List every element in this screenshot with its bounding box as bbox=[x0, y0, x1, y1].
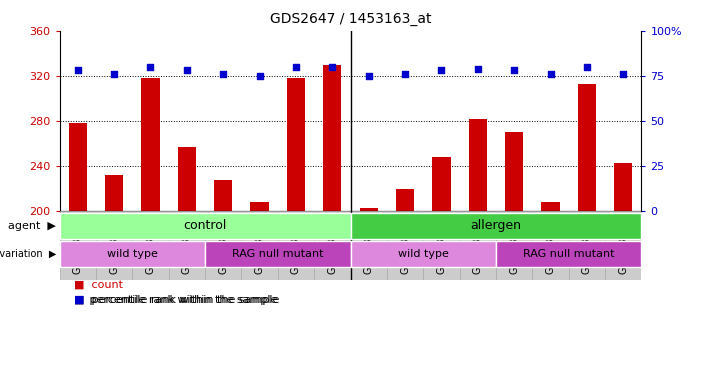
Bar bbox=[178, 147, 196, 211]
Text: GDS2647 / 1453163_at: GDS2647 / 1453163_at bbox=[270, 12, 431, 25]
Bar bbox=[169, 211, 205, 280]
Bar bbox=[142, 78, 160, 211]
Text: GSM158146: GSM158146 bbox=[437, 215, 447, 274]
Text: genotype/variation  ▶: genotype/variation ▶ bbox=[0, 249, 56, 260]
Bar bbox=[532, 211, 569, 280]
Point bbox=[545, 71, 556, 77]
Bar bbox=[205, 211, 241, 280]
Text: agent  ▶: agent ▶ bbox=[8, 220, 56, 231]
Point bbox=[363, 73, 374, 79]
Bar bbox=[278, 211, 314, 280]
Point bbox=[581, 64, 592, 70]
Point bbox=[145, 64, 156, 70]
Bar bbox=[350, 211, 387, 280]
Bar bbox=[350, 242, 496, 267]
Text: GSM158145: GSM158145 bbox=[182, 215, 192, 274]
Text: RAG null mutant: RAG null mutant bbox=[523, 249, 615, 260]
Bar bbox=[287, 78, 305, 211]
Bar bbox=[460, 211, 496, 280]
Text: ■  percentile rank within the sample: ■ percentile rank within the sample bbox=[74, 295, 279, 305]
Text: RAG null mutant: RAG null mutant bbox=[232, 249, 324, 260]
Bar bbox=[350, 213, 641, 238]
Point bbox=[217, 71, 229, 77]
Text: GSM158139: GSM158139 bbox=[400, 215, 410, 274]
Bar bbox=[314, 211, 350, 280]
Point bbox=[618, 71, 629, 77]
Bar bbox=[496, 211, 532, 280]
Point bbox=[290, 64, 301, 70]
Bar bbox=[214, 180, 232, 211]
Text: GSM158136: GSM158136 bbox=[73, 215, 83, 274]
Text: ■  count: ■ count bbox=[74, 279, 123, 289]
Bar bbox=[614, 163, 632, 211]
Text: control: control bbox=[184, 219, 226, 232]
Text: wild type: wild type bbox=[397, 249, 449, 260]
Bar bbox=[541, 202, 559, 211]
Text: GSM158147: GSM158147 bbox=[472, 215, 483, 274]
Text: GSM158142: GSM158142 bbox=[582, 215, 592, 274]
Bar bbox=[423, 211, 460, 280]
Text: percentile rank within the sample: percentile rank within the sample bbox=[86, 295, 278, 305]
Point bbox=[508, 67, 519, 73]
Point bbox=[327, 64, 338, 70]
Point bbox=[72, 67, 83, 73]
Bar bbox=[469, 119, 487, 211]
Bar bbox=[241, 211, 278, 280]
Bar bbox=[578, 84, 596, 211]
Bar bbox=[69, 123, 87, 211]
Text: GSM158133: GSM158133 bbox=[254, 215, 264, 274]
Bar bbox=[60, 211, 96, 280]
Bar bbox=[505, 132, 523, 211]
Bar bbox=[323, 65, 341, 211]
Point bbox=[109, 71, 120, 77]
Bar bbox=[387, 211, 423, 280]
Point bbox=[436, 67, 447, 73]
Text: GSM158143: GSM158143 bbox=[618, 215, 628, 274]
Text: GSM158138: GSM158138 bbox=[364, 215, 374, 274]
Bar bbox=[605, 211, 641, 280]
Bar bbox=[60, 213, 350, 238]
Bar bbox=[569, 211, 605, 280]
Text: wild type: wild type bbox=[107, 249, 158, 260]
Bar bbox=[360, 208, 378, 211]
Text: GSM158134: GSM158134 bbox=[509, 215, 519, 274]
Bar bbox=[496, 242, 641, 267]
Point bbox=[472, 66, 484, 72]
Bar bbox=[250, 202, 268, 211]
Text: GSM158140: GSM158140 bbox=[291, 215, 301, 274]
Bar bbox=[105, 175, 123, 211]
Bar bbox=[396, 189, 414, 211]
Text: GSM158132: GSM158132 bbox=[218, 215, 229, 274]
Point bbox=[182, 67, 193, 73]
Bar bbox=[433, 157, 451, 211]
Text: GSM158135: GSM158135 bbox=[545, 215, 555, 274]
Bar bbox=[60, 242, 205, 267]
Bar bbox=[205, 242, 350, 267]
Text: GSM158141: GSM158141 bbox=[327, 215, 337, 274]
Bar bbox=[132, 211, 169, 280]
Bar bbox=[96, 211, 132, 280]
Point bbox=[254, 73, 265, 79]
Text: ■: ■ bbox=[74, 295, 84, 305]
Text: allergen: allergen bbox=[470, 219, 522, 232]
Text: GSM158144: GSM158144 bbox=[146, 215, 156, 274]
Point bbox=[400, 71, 411, 77]
Text: GSM158137: GSM158137 bbox=[109, 215, 119, 274]
